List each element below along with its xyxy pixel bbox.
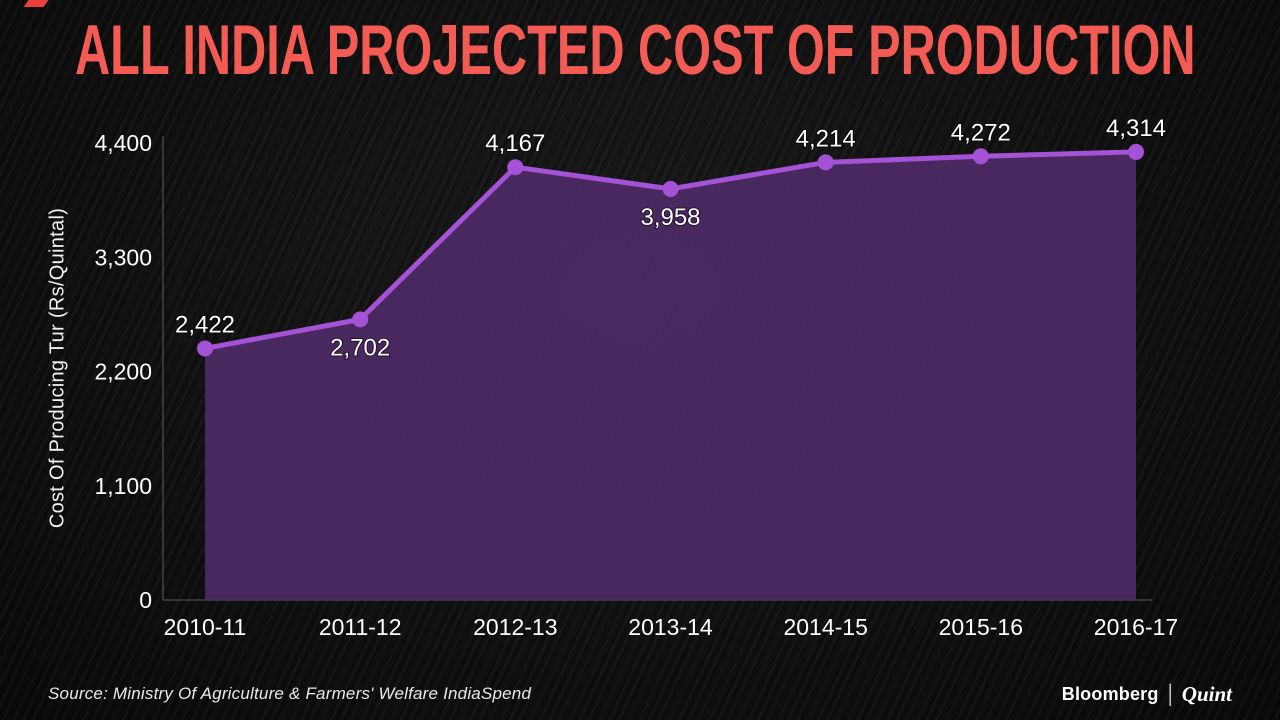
data-label: 4,214 — [796, 125, 856, 152]
x-tick-label: 2016-17 — [1094, 614, 1178, 640]
data-point — [197, 340, 213, 357]
x-tick-label: 2011-12 — [319, 614, 402, 640]
quint-wordmark: Quint — [1181, 681, 1232, 706]
bloomberg-wordmark: Bloomberg — [1061, 683, 1159, 704]
data-label: 2,422 — [175, 311, 235, 338]
data-label: 2,702 — [330, 334, 390, 361]
y-tick-label: 2,200 — [94, 359, 152, 385]
y-tick-label: 1,100 — [94, 473, 152, 499]
x-tick-label: 2012-13 — [473, 614, 557, 640]
data-point — [507, 159, 524, 176]
y-tick-label: 0 — [139, 587, 152, 613]
source-note: Source: Ministry Of Agriculture & Farmer… — [48, 684, 532, 703]
x-tick-label: 2015-16 — [939, 614, 1023, 640]
x-tick-label: 2010-11 — [164, 614, 247, 640]
y-tick-label: 3,300 — [94, 244, 152, 270]
data-point — [817, 154, 834, 171]
data-label: 4,272 — [951, 119, 1011, 146]
chart-title: ALL INDIA PROJECTED COST OF PRODUCTION — [75, 10, 1196, 90]
x-tick-label: 2014-15 — [783, 614, 867, 640]
x-tick-label: 2013-14 — [628, 614, 713, 640]
data-label: 3,958 — [640, 204, 700, 231]
data-point — [352, 311, 369, 328]
bloomberg-quint-logo: Bloomberg | Quint — [1061, 680, 1232, 707]
y-tick-label: 4,400 — [94, 130, 152, 156]
data-point — [1128, 143, 1144, 160]
data-point — [662, 180, 679, 197]
footer: Source: Ministry Of Agriculture & Farmer… — [0, 668, 1280, 720]
data-point — [972, 148, 989, 165]
area-fill — [205, 151, 1136, 601]
data-label: 4,167 — [485, 130, 545, 157]
logo-separator: | — [1167, 680, 1173, 707]
data-label: 4,314 — [1106, 115, 1166, 142]
